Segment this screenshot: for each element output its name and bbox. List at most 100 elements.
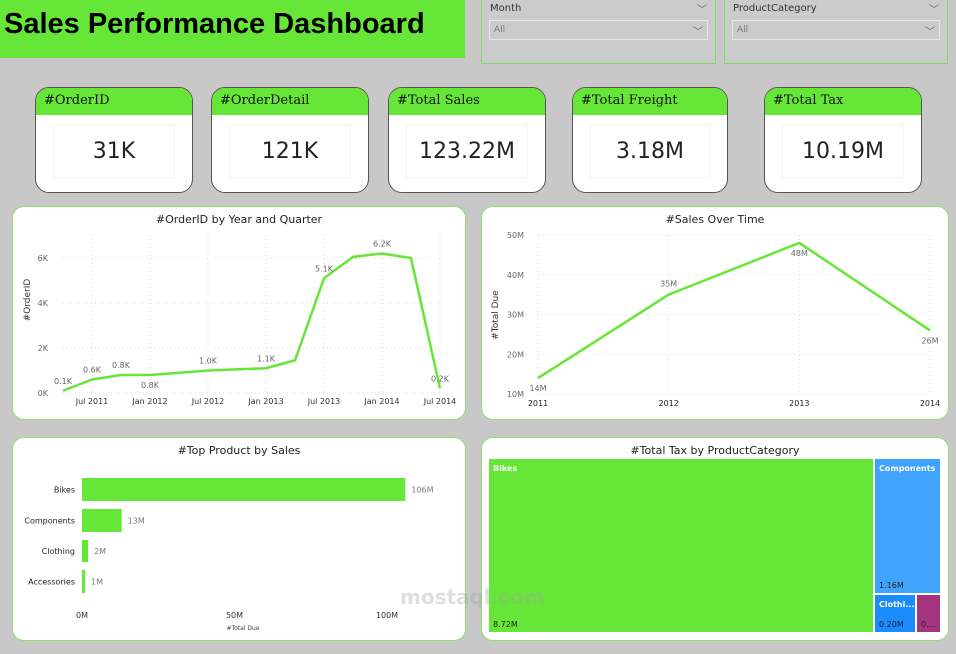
page-title: Sales Performance Dashboard [4,8,425,40]
bar [82,478,406,501]
sales-chart-panel: #Sales Over Time [481,206,949,420]
bar [82,540,89,562]
card-label: #Total Sales [389,88,545,115]
dropdown-value: All [494,25,506,35]
y-tick-label: 20M [507,350,524,359]
dropdown-value: All [737,25,749,35]
y-tick-label: 2K [38,344,49,353]
category-label: Components [24,517,75,526]
tile-label: Components [879,464,936,473]
treemap-tile-clothing[interactable]: Clothi... 0.20M [875,595,915,632]
chart-title: #Top Product by Sales [177,444,301,457]
kpi-card-total-tax: #Total Tax 10.19M [764,87,922,193]
chart-title: #OrderID by Year and Quarter [155,213,323,226]
data-label: 1.1K [257,354,276,363]
chart-title: #Total Tax by ProductCategory [630,444,800,457]
chevron-down-icon[interactable]: ﹀ [929,5,939,16]
tile-value: 0.... [921,620,937,629]
x-tick-label: Jul 2013 [307,397,341,406]
y-axis-title: #Total Due [491,290,501,340]
series-line [537,241,931,380]
tile-label: Bikes [493,464,518,473]
card-value: 121K [229,124,351,178]
data-label: 1M [91,578,103,587]
y-tick-label: 30M [507,311,524,320]
data-label: 0.2K [431,375,450,384]
category-label: Accessories [28,578,75,587]
x-tick-label: 2011 [528,399,548,408]
tile-value: 8.72M [493,620,518,629]
productcategory-dropdown[interactable]: All ﹀ [732,20,940,40]
x-tick-label: 0M [76,611,88,620]
productcategory-slicer: ProductCategory ﹀ All ﹀ [724,0,948,64]
x-tick-label: Jul 2011 [75,397,109,406]
watermark-logo: mostaql.com [400,585,545,609]
month-slicer: Month ﹀ All ﹀ [481,0,716,64]
data-label: 6.2K [373,240,392,249]
data-label: 5.1K [315,264,334,273]
data-label: 106M [411,486,433,495]
data-label: 48M [791,249,808,258]
chevron-down-icon: ﹀ [693,27,703,38]
data-label: 35M [660,280,677,289]
y-tick-label: 10M [507,390,524,399]
series-line [62,252,442,392]
card-value: 10.19M [782,124,904,178]
bar [82,509,122,532]
x-tick-label: Jul 2012 [191,397,225,406]
x-axis-title: #Total Due [226,625,259,632]
kpi-card-orderid: #OrderID 31K [35,87,193,193]
orderid-chart-panel: #OrderID by Year and Quarter [12,206,466,420]
slicer-label: Month [490,3,522,14]
treemap-tile-accessories[interactable]: 0.... [917,595,940,632]
treemap-tile-components[interactable]: Components 1.16M [875,459,940,593]
chevron-down-icon: ﹀ [925,27,935,38]
card-value: 31K [53,124,175,178]
kpi-card-total-freight: #Total Freight 3.18M [572,87,728,193]
slicer-label: ProductCategory [733,3,817,14]
data-label: 14M [529,384,546,393]
x-tick-label: Jan 2013 [247,397,283,406]
data-label: 26M [921,336,938,345]
y-tick-label: 4K [38,299,49,308]
x-tick-label: 50M [226,611,243,620]
treemap-tile-bikes[interactable]: Bikes 8.72M [489,459,873,632]
y-tick-label: 40M [507,271,524,280]
card-value: 3.18M [590,124,710,178]
data-label: 2M [94,547,106,556]
card-value: 123.22M [406,124,528,178]
data-label: 13M [128,517,145,526]
card-label: #Total Freight [573,88,727,115]
title-banner [0,0,465,58]
data-label: 0.1K [54,377,73,386]
y-axis-title: #OrderID [23,279,33,322]
x-tick-label: 100M [376,611,398,620]
month-dropdown[interactable]: All ﹀ [489,20,708,40]
x-tick-label: 2014 [920,399,940,408]
tile-value: 0.20M [879,620,904,629]
x-tick-label: 2013 [789,399,809,408]
chevron-down-icon[interactable]: ﹀ [697,5,707,16]
y-tick-label: 50M [507,231,524,240]
x-tick-label: Jul 2014 [423,397,457,406]
x-tick-label: 2012 [658,399,678,408]
chart-title: #Sales Over Time [665,213,765,226]
card-label: #OrderID [36,88,192,115]
data-label: 0.8K [112,361,131,370]
bar [82,570,86,593]
kpi-card-orderdetail: #OrderDetail 121K [211,87,369,193]
y-tick-label: 6K [38,254,49,263]
card-label: #OrderDetail [212,88,368,115]
tile-label: Clothi... [879,600,915,609]
kpi-card-total-sales: #Total Sales 123.22M [388,87,546,193]
tile-value: 1.16M [879,581,904,590]
data-label: 1.0K [199,357,218,366]
data-label: 0.6K [83,366,102,375]
category-label: Clothing [42,547,75,556]
x-tick-label: Jan 2012 [131,397,167,406]
x-tick-label: Jan 2014 [363,397,399,406]
y-tick-label: 0K [38,389,49,398]
category-label: Bikes [54,486,75,495]
data-label: 0.8K [141,381,160,390]
